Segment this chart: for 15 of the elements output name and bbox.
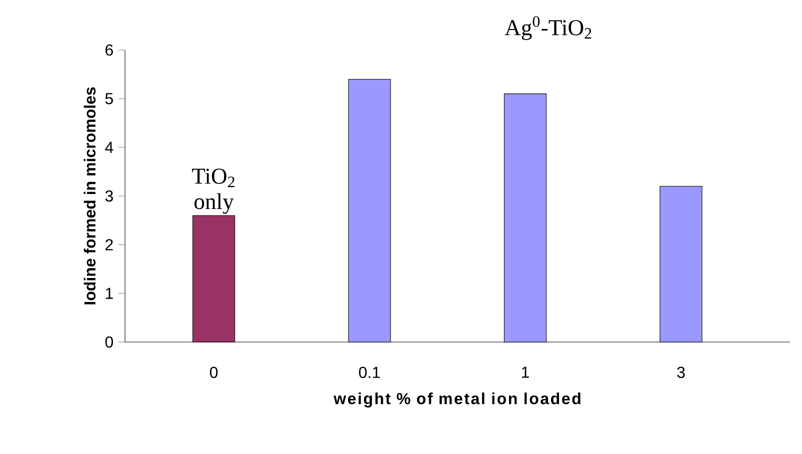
text: Ag$^{0}$-TiO$_{2}$ bbox=[504, 16, 592, 40]
y-tick-label: 6 bbox=[106, 44, 113, 56]
y-tick-label: 3 bbox=[105, 190, 113, 202]
y-tick-label: 2 bbox=[106, 239, 113, 250]
annotation: TiO$_{2}$ only bbox=[192, 168, 234, 214]
x-tick-label: 0 bbox=[210, 366, 218, 378]
x-tick-label: 1 bbox=[522, 366, 529, 378]
y-tick-label: 1 bbox=[106, 288, 113, 299]
y-tick-label: 5 bbox=[105, 93, 113, 104]
y-tick-label: 0 bbox=[105, 336, 114, 348]
y-axis-title: Iodine formed in micromoles bbox=[84, 87, 96, 304]
x-axis-title: weight % of metal ion loaded bbox=[334, 392, 580, 408]
y-tick-label: 4 bbox=[105, 142, 114, 153]
x-tick-label: 0.1 bbox=[359, 366, 380, 378]
x-tick-label: 3 bbox=[677, 366, 685, 378]
